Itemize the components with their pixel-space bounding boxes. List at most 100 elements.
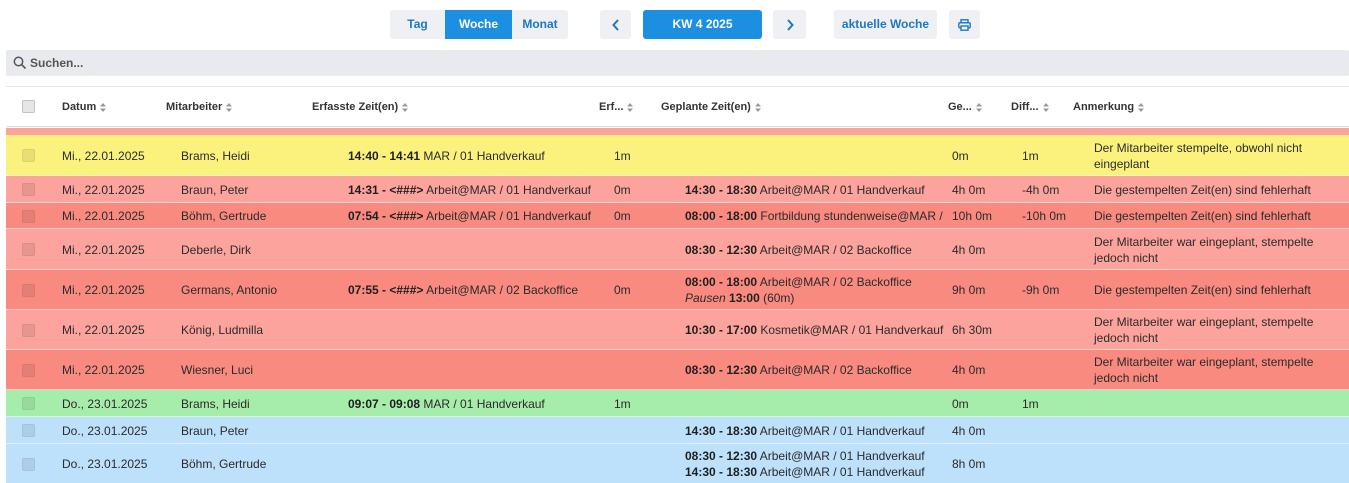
- table-row[interactable]: Do., 23.01.2025 Böhm, Gertrude 08:30 - 12:…: [6, 444, 1349, 483]
- previous-week-button[interactable]: [600, 10, 631, 39]
- sort-icon: [226, 102, 233, 112]
- pause-entry: Pausen 13:00 (60m): [685, 290, 912, 306]
- note-cell: Der Mitarbeiter stempelte, obwohl nicht …: [1094, 141, 1303, 171]
- time-description: MAR / 01 Handverkauf: [420, 149, 545, 163]
- date-cell: Do., 23.01.2025: [62, 397, 148, 411]
- planned-duration-cell: 4h 0m: [952, 363, 986, 377]
- recorded-times-cell: 14:31 - <###> Arbeit@MAR / 01 Handverkau…: [348, 182, 591, 198]
- row-checkbox[interactable]: [22, 210, 35, 223]
- difference-cell: -9h 0m: [1022, 283, 1060, 297]
- sort-icon: [100, 102, 107, 112]
- table-row[interactable]: Mi., 22.01.2025 Böhm, Gertrude 07:54 - <##…: [6, 203, 1349, 229]
- planned-times-cell: 08:00 - 18:00 Fortbildung stundenweise@M…: [685, 208, 943, 224]
- row-checkbox[interactable]: [22, 243, 35, 256]
- chevron-left-icon: [611, 19, 619, 31]
- planned-times-cell: 08:00 - 18:00 Arbeit@MAR / 02 Backoffice…: [685, 274, 912, 306]
- row-checkbox[interactable]: [22, 397, 35, 410]
- planned-times-cell: 08:30 - 12:30 Arbeit@MAR / 01 Handverkau…: [685, 448, 925, 480]
- planned-times-cell: 10:30 - 17:00 Kosmetik@MAR / 01 Handverk…: [685, 322, 943, 338]
- row-checkbox[interactable]: [22, 149, 35, 162]
- time-range: 08:00 - 18:00: [685, 275, 758, 289]
- time-description: Kosmetik@MAR / 01 Handverkauf: [757, 323, 944, 337]
- employee-cell: Germans, Antonio: [181, 283, 278, 297]
- column-header-recorded-duration[interactable]: Erf...: [599, 87, 634, 127]
- search-input[interactable]: [30, 50, 1330, 76]
- column-header-note[interactable]: Anmerkung: [1073, 87, 1145, 127]
- recorded-duration-cell: 1m: [614, 149, 631, 163]
- next-week-button[interactable]: [773, 10, 806, 39]
- row-checkbox[interactable]: [22, 458, 35, 471]
- column-header-planned-duration[interactable]: Ge...: [948, 87, 982, 127]
- planned-time-entry: 08:00 - 18:00 Arbeit@MAR / 02 Backoffice: [685, 274, 912, 290]
- time-description: Arbeit@MAR / 02 Backoffice: [757, 243, 912, 257]
- table-row[interactable]: Mi., 22.01.2025 König, Ludmilla 10:30 - 17…: [6, 310, 1349, 350]
- tab-week[interactable]: Woche: [445, 10, 512, 39]
- planned-times-cell: 14:30 - 18:30 Arbeit@MAR / 01 Handverkau…: [685, 182, 925, 198]
- planned-duration-cell: 10h 0m: [952, 209, 993, 223]
- row-checkbox[interactable]: [22, 284, 35, 297]
- table-row[interactable]: Do., 23.01.2025 Braun, Peter 14:30 - 18:30…: [6, 417, 1349, 444]
- print-button[interactable]: [949, 10, 980, 39]
- time-description: Arbeit@MAR / 02 Backoffice: [757, 275, 912, 289]
- time-description: Arbeit@MAR / 01 Handverkauf: [757, 465, 925, 479]
- week-selector-button[interactable]: KW 4 2025: [643, 10, 762, 39]
- planned-time-entry: 14:30 - 18:30 Arbeit@MAR / 01 Handverkau…: [685, 182, 925, 198]
- tab-day[interactable]: Tag: [390, 10, 445, 39]
- column-header-recorded-times[interactable]: Erfasste Zeit(en): [312, 87, 409, 127]
- employee-cell: Braun, Peter: [181, 424, 249, 438]
- recorded-time-entry: 14:40 - 14:41 MAR / 01 Handverkauf: [348, 148, 545, 164]
- table-row[interactable]: Do., 23.01.2025 Brams, Heidi 09:07 - 09:08…: [6, 390, 1349, 417]
- time-range: 14:30 - 18:30: [685, 183, 758, 197]
- table-row[interactable]: Mi., 22.01.2025 Braun, Peter 14:31 - <###>…: [6, 176, 1349, 203]
- date-cell: Mi., 22.01.2025: [62, 183, 145, 197]
- date-cell: Do., 23.01.2025: [62, 424, 148, 438]
- planned-time-entry: 14:30 - 18:30 Arbeit@MAR / 01 Handverkau…: [685, 464, 925, 480]
- print-icon: [958, 18, 971, 31]
- current-week-button[interactable]: aktuelle Woche: [834, 10, 937, 39]
- table-header: Datum Mitarbeiter Erfasste Zeit(en) Erf.…: [6, 87, 1349, 127]
- table-row[interactable]: Mi., 22.01.2025 Wiesner, Luci 08:30 - 12:3…: [6, 350, 1349, 390]
- column-header-planned-times[interactable]: Geplante Zeit(en): [661, 87, 761, 127]
- column-header-employee[interactable]: Mitarbeiter: [166, 87, 233, 127]
- chevron-right-icon: [786, 19, 794, 31]
- employee-cell: König, Ludmilla: [181, 323, 264, 337]
- row-checkbox[interactable]: [22, 324, 35, 337]
- sort-icon: [1042, 102, 1049, 112]
- recorded-duration-cell: 0m: [614, 183, 631, 197]
- planned-duration-cell: 0m: [952, 149, 969, 163]
- planned-times-cell: 08:30 - 12:30 Arbeit@MAR / 02 Backoffice: [685, 242, 912, 258]
- recorded-time-entry: 07:55 - <###> Arbeit@MAR / 02 Backoffice: [348, 282, 578, 298]
- planned-duration-cell: 4h 0m: [952, 183, 986, 197]
- column-header-difference[interactable]: Diff...: [1011, 87, 1049, 127]
- planned-time-entry: 08:30 - 12:30 Arbeit@MAR / 02 Backoffice: [685, 362, 912, 378]
- search-bar: [6, 50, 1349, 76]
- row-checkbox[interactable]: [22, 183, 35, 196]
- select-all-checkbox[interactable]: [22, 100, 35, 113]
- planned-time-entry: 08:00 - 18:00 Fortbildung stundenweise@M…: [685, 208, 943, 224]
- table-row: [6, 128, 1349, 135]
- table-row[interactable]: Mi., 22.01.2025 Germans, Antonio 07:55 - <…: [6, 270, 1349, 310]
- sort-icon: [754, 102, 761, 112]
- column-header-date[interactable]: Datum: [62, 87, 107, 127]
- employee-cell: Brams, Heidi: [181, 149, 250, 163]
- difference-cell: -10h 0m: [1022, 209, 1067, 223]
- time-range: 08:30 - 12:30: [685, 243, 758, 257]
- planned-duration-cell: 9h 0m: [952, 283, 986, 297]
- time-range: 07:54 - <###>: [348, 209, 424, 223]
- time-range: 14:40 - 14:41: [348, 149, 421, 163]
- row-checkbox[interactable]: [22, 424, 35, 437]
- difference-cell: -4h 0m: [1022, 183, 1060, 197]
- sort-icon: [402, 102, 409, 112]
- sort-icon: [975, 102, 982, 112]
- planned-times-cell: 08:30 - 12:30 Arbeit@MAR / 02 Backoffice: [685, 362, 912, 378]
- time-range: 08:00 - 18:00: [685, 209, 758, 223]
- time-range: 14:30 - 18:30: [685, 465, 758, 479]
- tab-month[interactable]: Monat: [512, 10, 568, 39]
- date-cell: Mi., 22.01.2025: [62, 209, 145, 223]
- pause-time: 13:00: [729, 291, 760, 305]
- employee-cell: Wiesner, Luci: [181, 363, 254, 377]
- row-checkbox[interactable]: [22, 364, 35, 377]
- table-row[interactable]: Mi., 22.01.2025 Brams, Heidi 14:40 - 14:41…: [6, 135, 1349, 176]
- date-cell: Mi., 22.01.2025: [62, 323, 145, 337]
- table-row[interactable]: Mi., 22.01.2025 Deberle, Dirk 08:30 - 12:3…: [6, 229, 1349, 270]
